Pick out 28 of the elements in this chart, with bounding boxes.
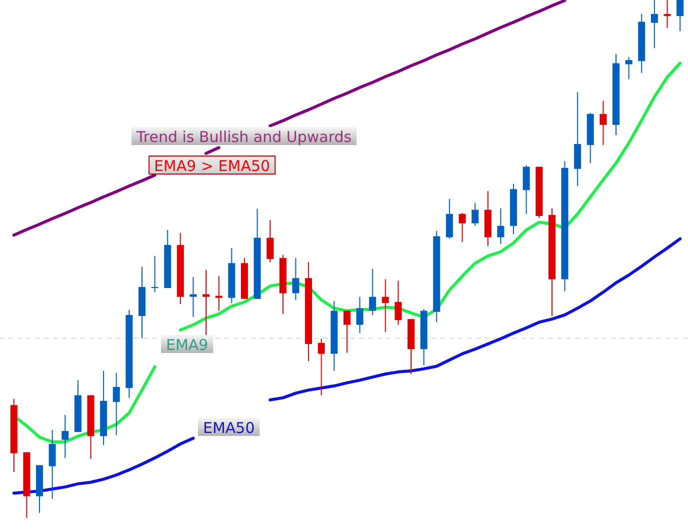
candlestick [600,100,607,146]
candlestick [625,56,632,80]
candlestick [112,372,120,436]
candlestick [676,0,684,32]
candlestick [215,276,222,312]
series-label: EMA50 [203,419,255,437]
annotation: EMA9 > EMA50 [154,157,270,175]
series-label: EMA9 [166,336,208,354]
candlestick [356,296,364,334]
candlestick [664,0,671,28]
candlestick [382,278,389,333]
candlestick [472,202,479,226]
candlestick [343,310,350,354]
candlestick [318,338,325,396]
candlestick [48,429,56,500]
candlestick [266,220,274,263]
candlestick [497,208,504,244]
candlestick [394,280,402,326]
candlestick [446,198,453,240]
candlestick [292,257,300,300]
candlestick [151,255,158,293]
candlestick [650,0,658,49]
candlestick [202,269,210,336]
candlestick [190,276,197,318]
candlestick [522,164,530,214]
candlestick [62,414,69,458]
candlestick [369,268,376,316]
candlestick [458,212,466,242]
